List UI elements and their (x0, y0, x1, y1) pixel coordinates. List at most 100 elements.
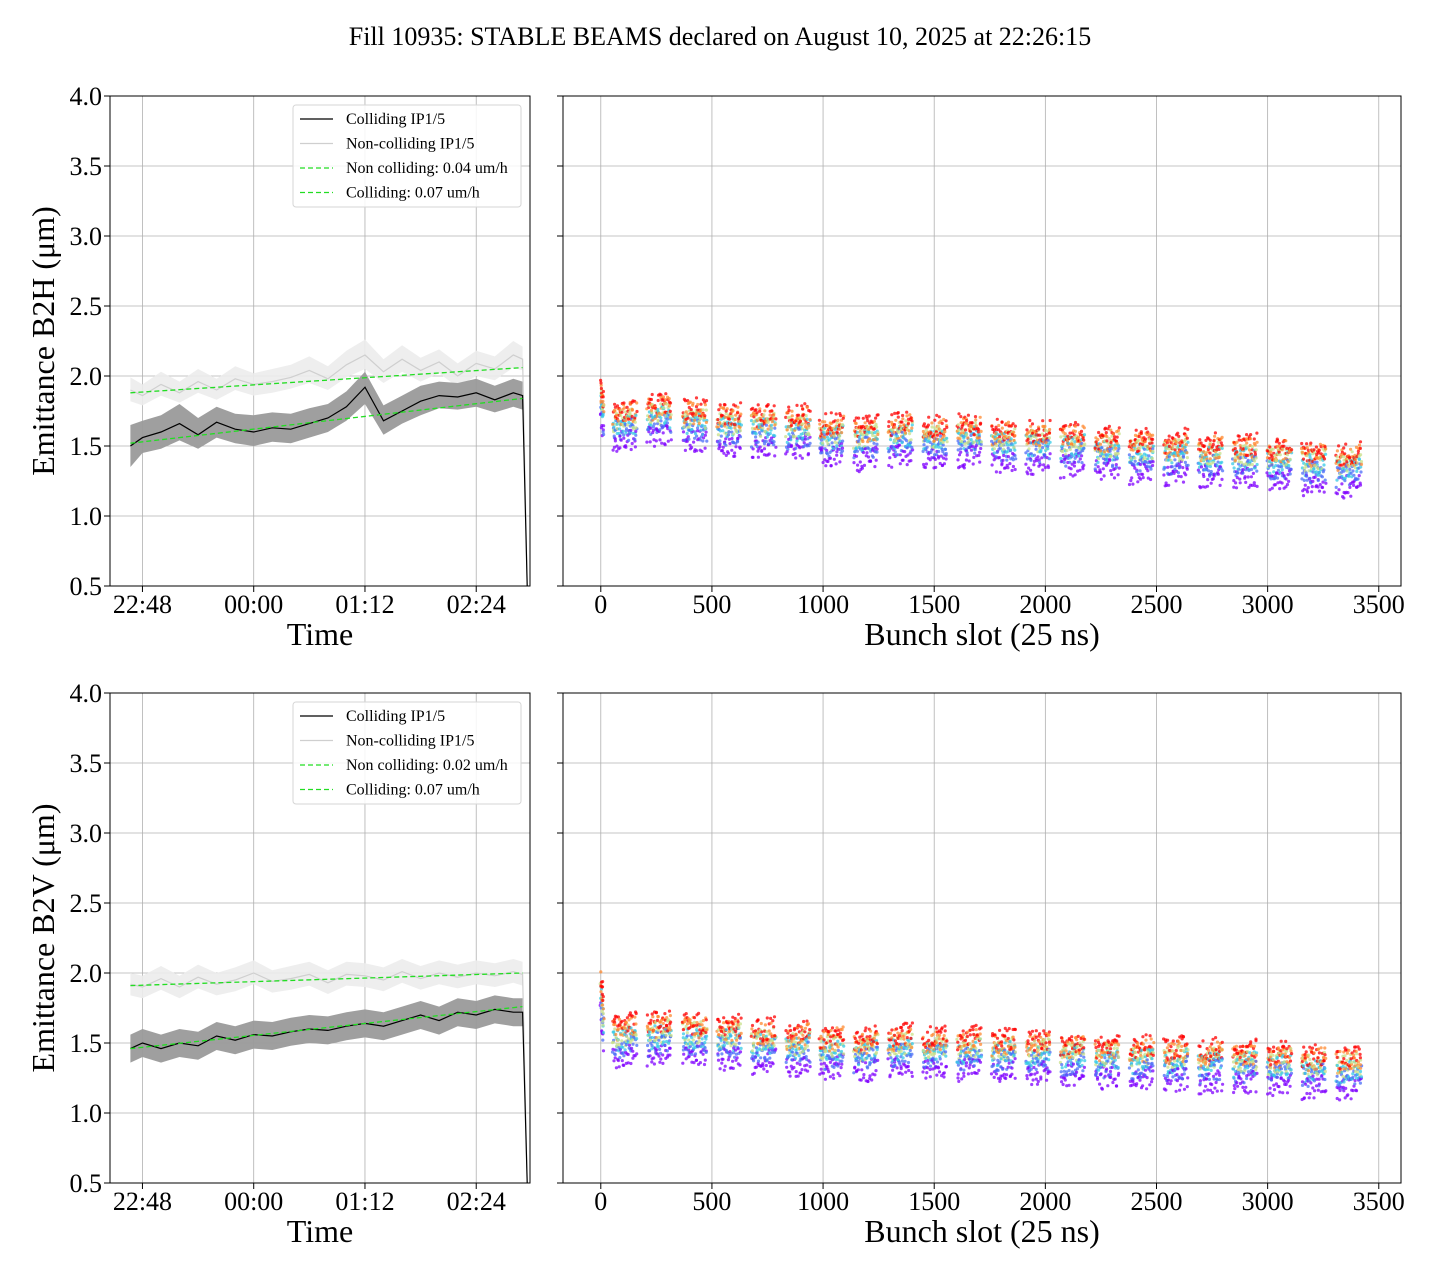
scatter-point (700, 1037, 704, 1041)
scatter-point (835, 444, 839, 448)
scatter-point (969, 448, 974, 452)
scatter-point (998, 435, 1002, 439)
y-tick-label: 1.5 (70, 1029, 103, 1058)
scatter-point (764, 439, 768, 443)
scatter-point (627, 1043, 632, 1047)
scatter-point (801, 407, 805, 411)
scatter-point (1041, 419, 1045, 423)
scatter-point (683, 1038, 687, 1042)
scatter-point (1184, 473, 1188, 477)
scatter-point (941, 456, 946, 460)
fit-line-noncolliding (130, 366, 523, 394)
scatter-point (615, 449, 619, 453)
y-tick-label: 4.0 (70, 82, 103, 111)
scatter-point (663, 443, 667, 447)
scatter-point (752, 1041, 756, 1045)
scatter-point (624, 1043, 629, 1047)
scatter-point (621, 1045, 625, 1049)
scatter-point (1075, 448, 1079, 452)
scatter-point (924, 462, 929, 466)
scatter-point (1180, 458, 1184, 462)
scatter-point (655, 1042, 659, 1046)
scatter-point (1210, 445, 1214, 449)
scatter-point (860, 1068, 864, 1072)
scatter-point (1359, 462, 1364, 466)
scatter-point (693, 1052, 698, 1056)
scatter-point (668, 1028, 672, 1032)
scatter-point (1070, 462, 1074, 466)
scatter-point (1246, 453, 1250, 457)
scatter-point (1250, 463, 1254, 467)
scatter-point (852, 461, 856, 465)
scatter-point (661, 1053, 665, 1057)
scatter-point (756, 403, 760, 407)
scatter-point (1218, 451, 1222, 455)
y-tick-label: 1.0 (70, 502, 103, 531)
scatter-point (842, 1038, 846, 1042)
scatter-point (1282, 444, 1286, 448)
x-tick-label: 1000 (797, 1187, 849, 1216)
scatter-point (614, 1032, 618, 1037)
scatter-point (805, 417, 809, 421)
scatter-point (1107, 437, 1111, 441)
scatter-point (1038, 463, 1042, 467)
scatter-point (1305, 446, 1309, 450)
scatter-point (1035, 438, 1039, 442)
scatter-point (662, 406, 666, 410)
scatter-point (763, 1023, 768, 1027)
scatter-point (721, 429, 725, 433)
scatter-point (1184, 434, 1188, 438)
scatter-point (1025, 457, 1029, 461)
x-tick-label: 0 (594, 590, 607, 619)
scatter-point (613, 1027, 617, 1031)
scatter-point (966, 413, 971, 417)
scatter-point (663, 1043, 667, 1048)
scatter-point (1127, 482, 1132, 487)
scatter-point (1335, 478, 1339, 482)
scatter-point (1278, 453, 1282, 457)
scatter-point (645, 440, 649, 444)
scatter-point (1077, 435, 1081, 439)
scatter-point (956, 458, 960, 462)
scatter-point (876, 432, 880, 437)
scatter-point (969, 438, 973, 442)
scatter-point (805, 405, 809, 409)
scatter-point (662, 1040, 666, 1044)
scatter-point (620, 1059, 624, 1063)
scatter-point (1357, 474, 1361, 478)
scatter-point (1317, 470, 1321, 474)
scatter-point (630, 414, 634, 419)
scatter-point (1068, 431, 1072, 435)
scatter-point (798, 446, 802, 450)
scatter-point (808, 435, 812, 439)
scatter-point (1314, 445, 1318, 449)
scatter-point (990, 424, 994, 428)
scatter-point (731, 1066, 735, 1070)
scatter-point (805, 1063, 809, 1067)
scatter-point (614, 1048, 619, 1052)
scatter-point (1030, 422, 1035, 426)
scatter-point (687, 1038, 691, 1042)
scatter-point (718, 445, 722, 449)
scatter-point (718, 403, 722, 407)
scatter-point (1237, 438, 1241, 442)
scatter-point (889, 1031, 893, 1035)
scatter-point (1043, 424, 1047, 428)
scatter-point (1343, 479, 1347, 483)
scatter-point (1047, 457, 1051, 461)
x-tick-label: 1000 (797, 590, 849, 619)
scatter-point (1308, 453, 1312, 457)
scatter-point (828, 456, 833, 460)
scatter-point (864, 1061, 868, 1065)
scatter-point (612, 1059, 616, 1063)
scatter-point (733, 423, 737, 427)
scatter-point (616, 1027, 620, 1032)
scatter-point (1250, 445, 1254, 449)
scatter-point (1342, 469, 1346, 473)
scatter-point (1216, 472, 1220, 476)
scatter-point (612, 434, 616, 438)
scatter-point (692, 1024, 696, 1028)
scatter-point (1285, 482, 1290, 487)
